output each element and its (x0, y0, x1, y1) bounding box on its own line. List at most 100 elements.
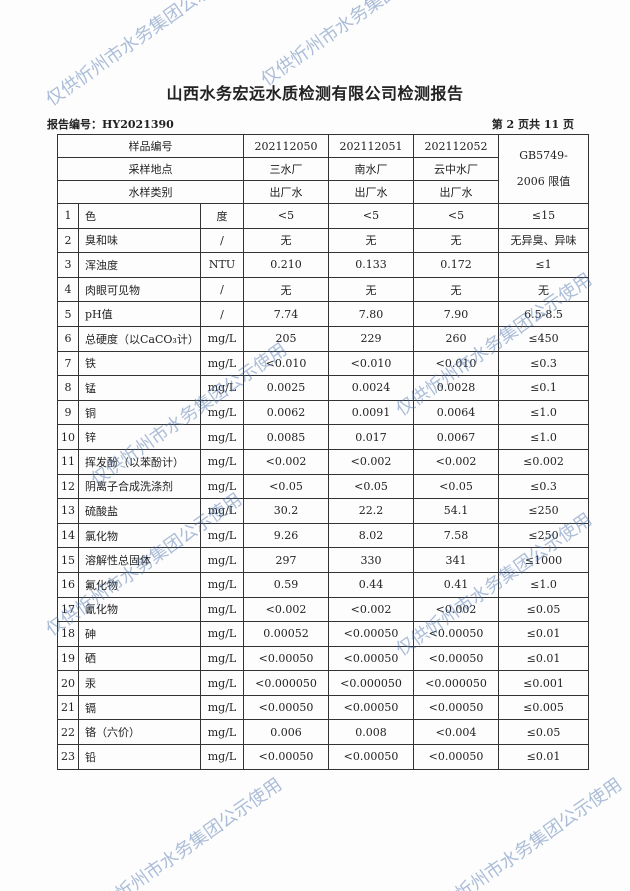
item-unit: / (200, 276, 244, 303)
value: 0.0085 (243, 424, 329, 450)
limit-value: ≤0.05 (498, 596, 589, 623)
value: 0.0062 (243, 399, 329, 426)
item-number: 1 (57, 203, 79, 229)
report-number: 报告编号：HY2021390 (47, 118, 174, 131)
table-row: 12 阴离子合成洗涤剂 mg/L <0.05 <0.05 <0.05 ≤0.3 (57, 473, 589, 500)
value: 0.0064 (413, 399, 499, 426)
item-number: 11 (57, 448, 79, 475)
limit-value: ≤15 (498, 203, 589, 229)
value: 341 (413, 547, 499, 573)
item-name: 汞 (78, 670, 201, 696)
value: <0.002 (328, 448, 414, 475)
item-name: 肉眼可见物 (78, 276, 201, 303)
value: <0.00050 (328, 621, 414, 647)
sample-no: 202112050 (243, 134, 329, 158)
value: <5 (243, 203, 329, 229)
limit-value: 无 (498, 276, 589, 303)
value: 无 (243, 227, 329, 254)
limit-value: ≤0.05 (498, 719, 589, 746)
value: 7.58 (413, 522, 499, 549)
item-name: 臭和味 (78, 227, 201, 254)
value: 297 (243, 547, 329, 573)
value: 330 (328, 547, 414, 573)
item-unit: mg/L (200, 325, 244, 352)
value: <0.00050 (413, 645, 499, 672)
item-name: 砷 (78, 621, 201, 647)
limit-value: 6.5-8.5 (498, 301, 589, 327)
value: 0.017 (328, 424, 414, 450)
value: <0.00050 (328, 645, 414, 672)
value: 0.172 (413, 252, 499, 278)
item-number: 15 (57, 547, 79, 573)
header-row-sample-no: 样品编号 202112050 202112051 202112052 GB574… (57, 134, 589, 204)
header-row-site: 采样地点 三水厂 南水厂 云中水厂 (57, 157, 589, 181)
item-name: 硫酸盐 (78, 498, 201, 524)
table-row: 23 铅 mg/L <0.00050 <0.00050 <0.00050 ≤0.01 (57, 744, 589, 770)
item-name: 溶解性总固体 (78, 547, 201, 573)
value: 229 (328, 325, 414, 352)
value: 无 (328, 276, 414, 303)
value: 8.02 (328, 522, 414, 549)
limit-value: ≤0.1 (498, 375, 589, 401)
item-name: 铁 (78, 350, 201, 377)
watermark: 仅供忻州市水务集团公示使用 (422, 774, 627, 891)
limit-value: ≤450 (498, 325, 589, 352)
table-row: 16 氟化物 mg/L 0.59 0.44 0.41 ≤1.0 (57, 571, 589, 598)
item-unit: mg/L (200, 719, 244, 746)
item-unit: 度 (200, 203, 244, 229)
value: <0.010 (243, 350, 329, 377)
table-row: 3 浑浊度 NTU 0.210 0.133 0.172 ≤1 (57, 252, 589, 278)
value: 无 (413, 276, 499, 303)
watermark: 仅供忻州市水务集团公示使用 (82, 774, 287, 891)
item-number: 12 (57, 473, 79, 500)
value: <0.00050 (413, 744, 499, 770)
value: <0.002 (413, 596, 499, 623)
item-unit: mg/L (200, 645, 244, 672)
value: 0.0025 (243, 375, 329, 401)
item-name: 浑浊度 (78, 252, 201, 278)
watermark: 仅供忻州市水务集团公示使用 (257, 0, 462, 91)
value: <0.000050 (328, 670, 414, 696)
limit-value: ≤0.01 (498, 744, 589, 770)
value: <0.002 (243, 448, 329, 475)
limit-value: ≤0.3 (498, 350, 589, 377)
value: 0.0024 (328, 375, 414, 401)
limit-value: ≤0.005 (498, 694, 589, 721)
value: 0.210 (243, 252, 329, 278)
value: <0.00050 (328, 694, 414, 721)
value: <0.010 (328, 350, 414, 377)
item-number: 23 (57, 744, 79, 770)
item-number: 4 (57, 276, 79, 303)
item-unit: mg/L (200, 596, 244, 623)
value: <0.00050 (413, 621, 499, 647)
item-number: 16 (57, 571, 79, 598)
item-name: 锌 (78, 424, 201, 450)
value: <0.00050 (413, 694, 499, 721)
limit-value: ≤1 (498, 252, 589, 278)
table-row: 11 挥发酚（以苯酚计） mg/L <0.002 <0.002 <0.002 ≤0.002 (57, 448, 589, 475)
limit-value: ≤1.0 (498, 571, 589, 598)
value: 0.0067 (413, 424, 499, 450)
item-number: 22 (57, 719, 79, 746)
value: 0.44 (328, 571, 414, 598)
sample-no: 202112051 (328, 134, 414, 158)
value: <0.010 (413, 350, 499, 377)
value: 无 (328, 227, 414, 254)
limit-value: ≤0.01 (498, 621, 589, 647)
value: <0.05 (413, 473, 499, 500)
water-type: 出厂水 (243, 180, 329, 204)
table-row: 6 总硬度（以CaCO₃计） mg/L 205 229 260 ≤450 (57, 325, 589, 352)
value: 0.41 (413, 571, 499, 598)
table-row: 15 溶解性总固体 mg/L 297 330 341 ≤1000 (57, 547, 589, 573)
table-row: 17 氰化物 mg/L <0.002 <0.002 <0.002 ≤0.05 (57, 596, 589, 623)
item-unit: mg/L (200, 547, 244, 573)
site-label: 采样地点 (57, 157, 244, 181)
table-row: 4 肉眼可见物 / 无无无无 (57, 276, 589, 303)
limit-value: ≤0.3 (498, 473, 589, 500)
water-type: 出厂水 (328, 180, 414, 204)
results-table: 样品编号 202112050 202112051 202112052 GB574… (57, 134, 589, 770)
value: 30.2 (243, 498, 329, 524)
table-row: 10 锌 mg/L 0.0085 0.017 0.0067 ≤1.0 (57, 424, 589, 450)
table-row: 2 臭和味 / 无无无无异臭、异味 (57, 227, 589, 254)
